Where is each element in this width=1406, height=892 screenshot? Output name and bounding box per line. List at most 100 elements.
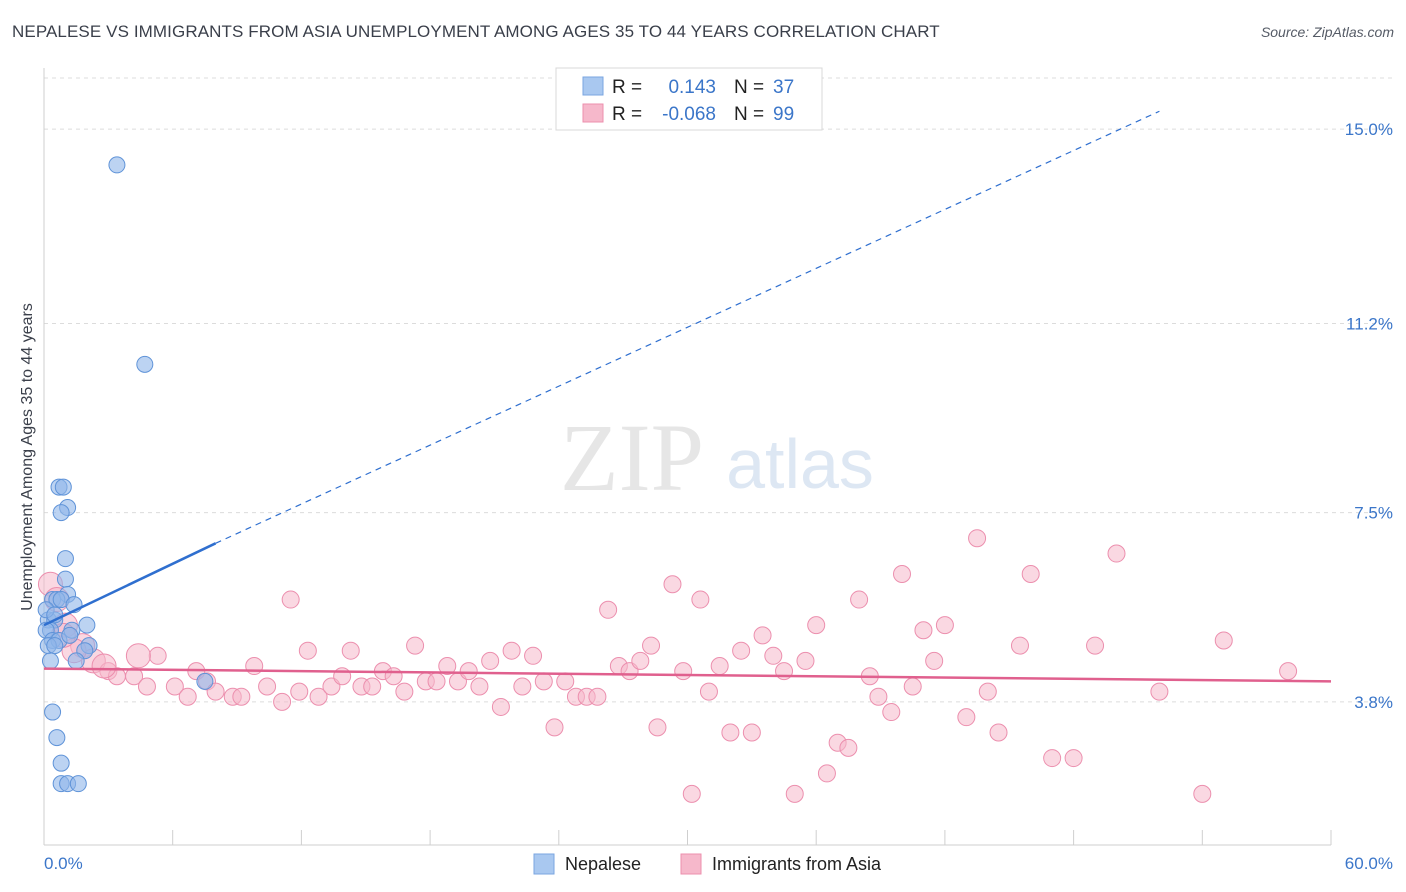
point-asia: [1010, 636, 1029, 655]
bottom-legend-swatch-nepalese: [533, 853, 555, 875]
axes: [43, 68, 1332, 846]
point-asia: [427, 672, 446, 691]
point-asia: [968, 529, 987, 548]
point-asia: [599, 600, 618, 619]
series-legend: Nepalese Immigrants from Asia: [533, 853, 882, 875]
point-asia: [165, 677, 184, 696]
point-asia: [137, 677, 156, 696]
point-asia: [1021, 564, 1040, 583]
point-asia: [481, 651, 500, 670]
point-asia: [588, 687, 607, 706]
point-asia: [1279, 662, 1298, 681]
point-asia: [1043, 749, 1062, 768]
point-asia: [648, 718, 667, 737]
gridlines: [44, 77, 1393, 703]
trend-nepalese-dashed: [215, 110, 1160, 544]
bottom-legend-label-asia: Immigrants from Asia: [712, 854, 882, 874]
point-asia: [459, 662, 478, 681]
point-nepalese: [41, 652, 59, 670]
point-asia: [491, 697, 510, 716]
point-nepalese: [56, 550, 74, 568]
point-asia: [125, 643, 151, 669]
y-tick-label: 15.0%: [1345, 120, 1393, 139]
point-asia: [710, 657, 729, 676]
point-asia: [893, 564, 911, 583]
point-asia: [534, 672, 553, 691]
point-asia: [732, 641, 751, 660]
point-asia: [524, 646, 543, 665]
x-tick-label-min: 0.0%: [44, 854, 83, 873]
point-asia: [298, 641, 317, 660]
point-nepalese: [56, 570, 74, 588]
point-asia: [258, 677, 277, 696]
point-asia: [764, 646, 783, 665]
point-asia: [363, 677, 382, 696]
point-asia: [914, 621, 933, 640]
point-asia: [206, 682, 225, 701]
point-asia: [925, 651, 944, 670]
point-asia: [631, 651, 650, 670]
point-asia: [682, 784, 701, 803]
trend-lines: [43, 110, 1332, 683]
point-nepalese: [54, 478, 72, 496]
point-asia: [721, 723, 740, 742]
point-asia: [384, 667, 403, 686]
chart-title: NEPALESE VS IMMIGRANTS FROM ASIA UNEMPLO…: [12, 22, 940, 41]
point-asia: [691, 590, 710, 609]
point-nepalese: [196, 672, 214, 690]
point-asia: [545, 718, 564, 737]
point-asia: [753, 626, 772, 645]
point-asia: [178, 687, 197, 706]
legend-r-label-1: R =: [612, 77, 642, 98]
watermark: ZIP atlas: [560, 404, 874, 511]
point-asia: [796, 651, 815, 670]
legend-r-label-2: R =: [612, 104, 642, 125]
point-asia: [807, 616, 826, 635]
point-asia: [148, 646, 167, 665]
bottom-legend-label-nepalese: Nepalese: [565, 854, 641, 874]
point-asia: [1086, 636, 1105, 655]
point-asia: [882, 703, 901, 722]
point-nepalese: [78, 616, 96, 634]
point-asia: [850, 590, 869, 609]
point-asia: [785, 784, 804, 803]
point-nepalese: [46, 637, 64, 655]
point-asia: [438, 657, 457, 676]
point-asia: [1064, 749, 1083, 768]
point-asia: [502, 641, 521, 660]
legend-n-value-2: 99: [773, 104, 794, 125]
watermark-zip: ZIP: [560, 404, 704, 511]
point-asia: [290, 682, 309, 701]
point-asia: [406, 636, 425, 655]
watermark-atlas: atlas: [726, 425, 874, 503]
point-asia: [281, 590, 300, 609]
point-asia: [232, 687, 251, 706]
point-asia: [341, 641, 360, 660]
y-tick-label: 7.5%: [1354, 504, 1393, 523]
point-asia: [817, 764, 836, 783]
point-asia: [273, 692, 292, 711]
series-immigrants-from-asia: [37, 529, 1298, 803]
point-asia: [1214, 631, 1233, 650]
trend-nepalese-solid: [43, 542, 217, 627]
point-asia: [470, 677, 489, 696]
legend-swatch-asia: [582, 103, 604, 123]
point-nepalese: [61, 626, 79, 644]
y-tick-label: 3.8%: [1354, 693, 1393, 712]
point-asia: [1150, 682, 1169, 701]
point-asia: [699, 682, 718, 701]
point-asia: [125, 667, 144, 686]
y-axis-label: Unemployment Among Ages 35 to 44 years: [19, 303, 36, 611]
point-asia: [309, 687, 328, 706]
bottom-legend-swatch-asia: [680, 853, 702, 875]
point-asia: [91, 653, 117, 679]
point-asia: [978, 682, 997, 701]
series-nepalese: [37, 156, 214, 793]
point-asia: [839, 738, 858, 757]
point-nepalese: [48, 729, 66, 747]
point-nepalese: [52, 504, 70, 522]
point-asia: [556, 672, 575, 691]
point-nepalese: [44, 703, 62, 721]
point-nepalese: [67, 652, 85, 670]
legend-n-label-1: N =: [734, 77, 764, 98]
